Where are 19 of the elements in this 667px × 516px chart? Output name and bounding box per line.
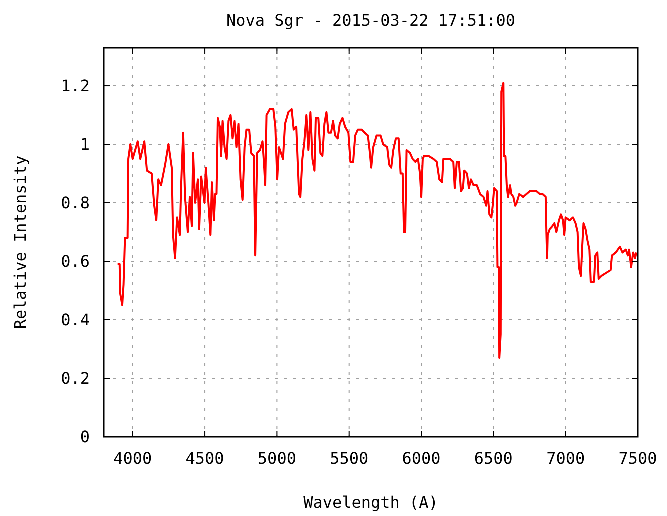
chart-title: Nova Sgr - 2015-03-22 17:51:00 [226,11,516,30]
y-tick-label: 0.4 [61,310,90,330]
x-axis-title: Wavelength (A) [304,493,438,512]
y-tick-label: 0.6 [61,252,90,272]
line-series [116,82,638,360]
y-axis-title: Relative Intensity [11,155,30,330]
x-tick-label: 7500 [618,449,658,468]
x-tick-label: 5000 [258,449,296,468]
x-tick-label: 4000 [114,449,152,468]
y-tick-label: 0.2 [61,369,90,388]
x-tick-label: 7000 [546,449,586,468]
x-tick-label: 6000 [402,449,441,468]
y-tick-label: 0.8 [61,194,90,213]
x-tick-label: 6500 [474,449,513,468]
x-tick-label: 4500 [186,449,224,468]
y-tick-label: 1 [80,135,90,154]
y-tick-label: 0 [80,428,90,447]
x-tick-label: 5500 [330,449,369,468]
y-tick-label: 1.2 [61,76,90,96]
